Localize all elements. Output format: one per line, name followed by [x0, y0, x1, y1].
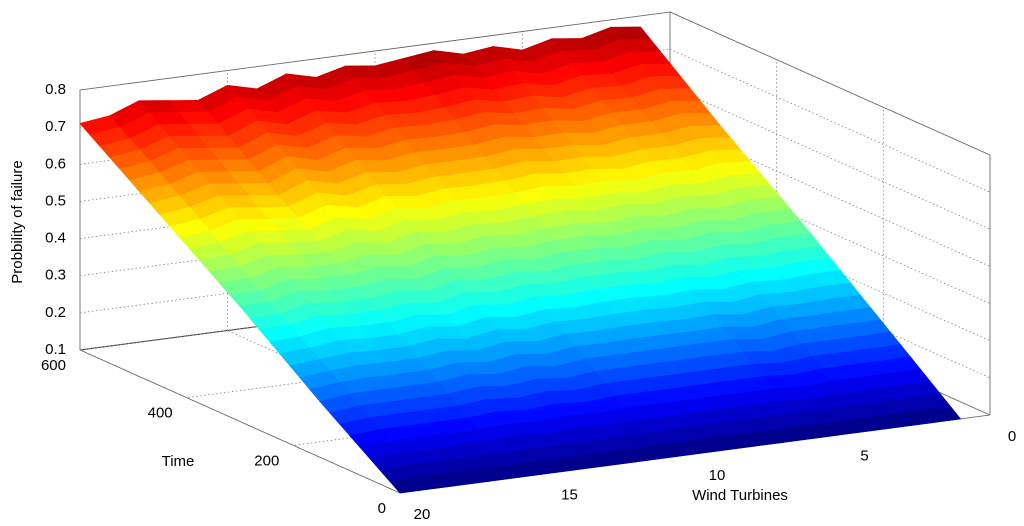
surface-patch	[770, 220, 882, 325]
surface-patch	[79, 115, 191, 216]
z-tick-label: 0.5	[45, 192, 66, 209]
surface-patch	[344, 65, 456, 166]
y-tick-label: 400	[148, 405, 173, 422]
surface-patch	[850, 319, 962, 424]
surface-patch	[652, 240, 764, 340]
surface-patch	[218, 195, 330, 292]
x-tick-label: 15	[561, 486, 578, 503]
surface-patch	[563, 247, 675, 352]
surface-patch	[348, 389, 460, 490]
surface-patch	[631, 133, 743, 234]
surface-patch	[504, 259, 616, 360]
surface-facet	[389, 476, 431, 494]
surface-patch	[247, 195, 359, 292]
surface-patch	[580, 26, 692, 135]
surface-patch	[167, 99, 279, 197]
x-axis-label: Wind Turbines	[692, 487, 788, 504]
surface-patch	[336, 172, 448, 280]
surface-patch	[108, 100, 220, 208]
surface-patch	[319, 393, 431, 494]
z-tick-label: 0.1	[45, 341, 66, 358]
surface-patch	[454, 156, 566, 261]
grid-line	[669, 160, 991, 304]
surface-patch	[298, 290, 410, 391]
surface-patch	[466, 374, 578, 474]
y-tick-label: 200	[254, 452, 279, 469]
surface-patch	[306, 180, 418, 280]
surface-patch	[542, 145, 654, 249]
surface-patch	[285, 73, 397, 174]
surface-patch	[239, 302, 351, 402]
x-tick-label: 5	[860, 447, 868, 464]
surface-patch	[437, 374, 549, 478]
z-tick-label: 0.8	[45, 81, 66, 98]
surface-patch	[740, 224, 852, 329]
surface-patch	[159, 206, 271, 307]
z-axis-label: Probbility of failure	[9, 160, 26, 283]
surface-patch	[643, 346, 755, 451]
y-tick-label: 600	[41, 357, 66, 374]
z-tick-label: 0.3	[45, 267, 66, 284]
surface-patch	[188, 195, 300, 303]
surface-patch	[820, 323, 932, 428]
surface-patch	[483, 149, 595, 253]
surface-patch	[622, 240, 734, 344]
surface-patch	[690, 125, 802, 226]
y-tick-label: 0	[378, 500, 386, 517]
grid-line	[669, 234, 991, 379]
grid-line	[79, 349, 401, 494]
surface-patch	[572, 144, 684, 242]
surface-patch	[403, 50, 515, 158]
y-axis-label: Time	[162, 453, 195, 470]
surface-patch	[492, 46, 604, 146]
surface-patch	[521, 38, 633, 146]
axis-edge	[79, 11, 671, 91]
surface-patch	[702, 339, 814, 443]
surface-patch	[593, 247, 705, 348]
surface-patch	[681, 232, 793, 340]
surface-patch	[327, 286, 439, 387]
grid-line	[669, 48, 991, 193]
surface-patch	[673, 342, 785, 447]
surface-patch	[660, 125, 772, 234]
surface-patch	[513, 148, 625, 249]
surface-patch	[614, 350, 726, 455]
surface-patch	[424, 160, 536, 261]
x-tick-label: 0	[1008, 428, 1016, 445]
surface-patch	[407, 381, 519, 482]
surface-patch	[496, 366, 608, 471]
surface-patch	[711, 232, 823, 333]
surface-patch	[277, 180, 389, 288]
z-tick-label: 0.4	[45, 230, 66, 247]
grid-line	[669, 197, 991, 342]
grid-line	[669, 85, 991, 230]
z-tick-label: 0.2	[45, 304, 66, 321]
grid-line	[669, 123, 991, 267]
z-tick-label: 0.6	[45, 155, 66, 172]
surface-patch	[761, 331, 873, 435]
grid-line	[669, 11, 991, 156]
surface-patch	[357, 278, 469, 383]
surface-patch	[197, 84, 309, 197]
z-tick-label: 0.7	[45, 118, 66, 135]
surface-patch	[138, 100, 250, 197]
surface-patch	[534, 251, 646, 356]
x-tick-label: 20	[414, 506, 431, 523]
surface-patch	[732, 338, 844, 439]
x-tick-label: 10	[709, 467, 726, 484]
surface-patch	[584, 354, 696, 459]
surface-patch	[268, 290, 380, 395]
surface-patch	[610, 26, 722, 127]
surface-patch	[386, 278, 498, 376]
